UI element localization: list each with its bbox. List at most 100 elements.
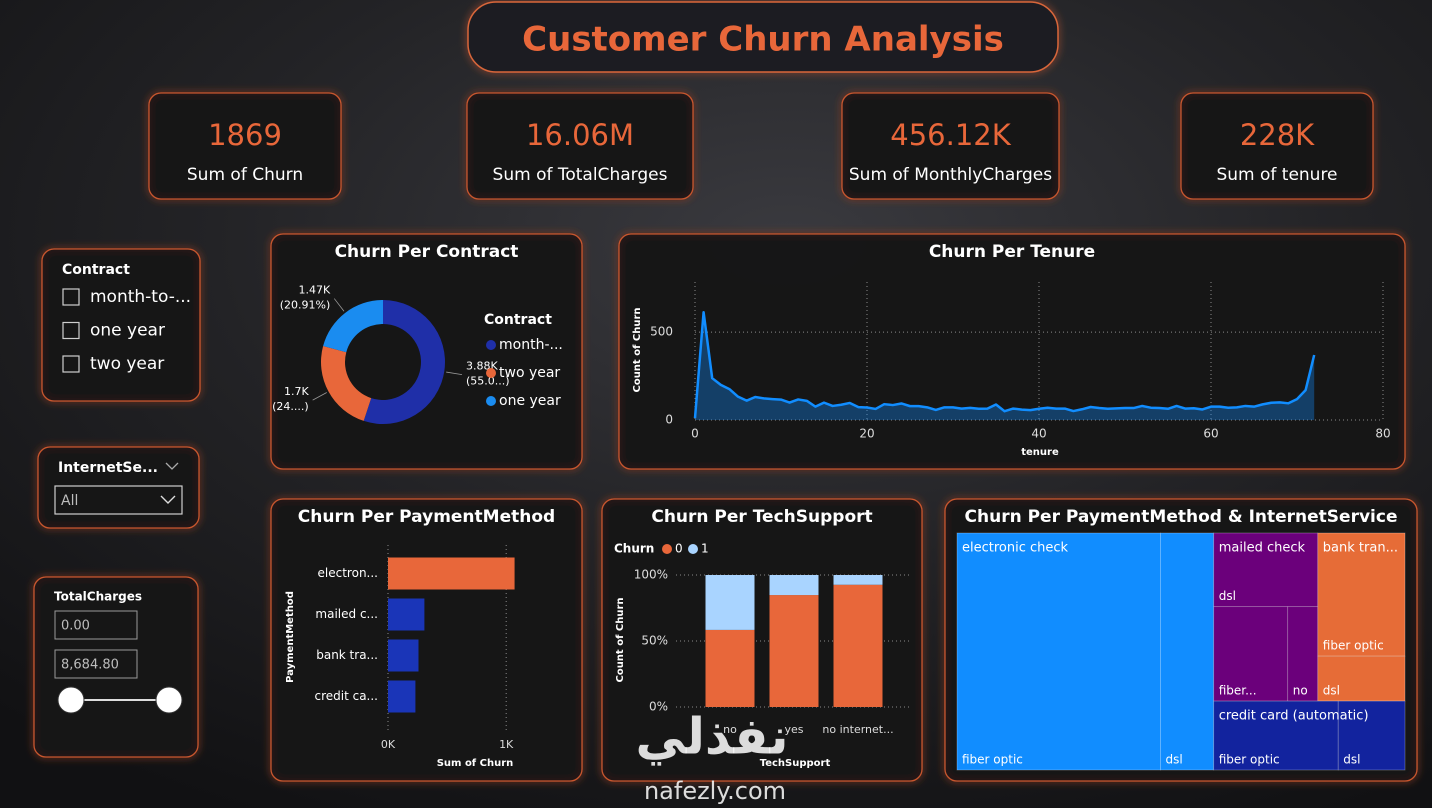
legend-title: Churn xyxy=(614,542,654,556)
x-tick-label: 1K xyxy=(499,738,514,751)
checkbox[interactable] xyxy=(62,321,80,340)
bar-segment xyxy=(833,584,883,707)
chart-panel xyxy=(270,498,583,782)
slicer-title: TotalCharges xyxy=(54,590,142,604)
kpi-card xyxy=(466,92,694,200)
chart-title: Churn Per PaymentMethod & InternetServic… xyxy=(965,507,1398,527)
treemap-cell xyxy=(1160,532,1215,771)
watermark: nafezly.com xyxy=(644,777,786,805)
treemap-cell-label: no xyxy=(1293,684,1308,698)
slicer-option: two year xyxy=(90,354,164,374)
checkbox[interactable] xyxy=(62,288,80,306)
treemap-cell-label: fiber... xyxy=(1219,684,1257,698)
y-tick-label: bank tra... xyxy=(316,648,378,662)
leader-line xyxy=(312,392,327,401)
treemap-cell-label: fiber optic xyxy=(1323,639,1384,653)
range-input[interactable] xyxy=(54,649,138,679)
dropdown-value: All xyxy=(61,493,78,509)
treemap-group-label: credit card (automatic) xyxy=(1219,709,1369,724)
donut-slice xyxy=(363,300,446,425)
legend-title: Contract xyxy=(484,312,552,328)
title-box xyxy=(467,1,1059,73)
x-tick-label: 0K xyxy=(381,738,396,751)
kpi-value: 1869 xyxy=(208,118,282,152)
treemap-cell xyxy=(1287,606,1319,702)
axis-title: Count of Churn xyxy=(615,597,626,682)
internet-slicer xyxy=(37,446,200,529)
x-tick-label: yes xyxy=(784,723,803,736)
y-tick-label: 0 xyxy=(665,413,673,427)
axis-title: Count of Churn xyxy=(632,307,643,392)
kpi-label: Sum of Churn xyxy=(187,165,303,185)
area xyxy=(695,312,1315,420)
x-tick-label: no xyxy=(723,723,737,736)
donut-slice xyxy=(323,300,383,353)
kpi-label: Sum of TotalCharges xyxy=(493,165,668,185)
line xyxy=(693,311,1316,419)
slicer-option: one year xyxy=(90,321,165,341)
treemap-cell-label: fiber optic xyxy=(962,753,1023,767)
leader-line xyxy=(333,298,345,312)
chevron xyxy=(160,495,176,504)
bar-segment xyxy=(705,629,755,707)
treemap-group-label: bank tran... xyxy=(1323,541,1398,556)
x-tick-label: 60 xyxy=(1203,427,1218,441)
slider-handle[interactable] xyxy=(57,686,85,714)
x-tick-label: 0 xyxy=(691,427,699,441)
treemap-cell xyxy=(1213,606,1289,702)
chart-panel xyxy=(601,498,923,782)
legend-label: two year xyxy=(499,365,560,381)
bar xyxy=(388,557,515,590)
bar-segment xyxy=(705,575,755,630)
treemap-cell-label: dsl xyxy=(1343,753,1360,767)
bar xyxy=(388,639,419,672)
dashboard-title: Customer Churn Analysis xyxy=(522,20,1004,60)
kpi-value: 456.12K xyxy=(890,118,1011,152)
treemap-cell xyxy=(1317,655,1406,702)
x-tick-label: no internet... xyxy=(822,723,893,736)
legend-label: 0 xyxy=(675,542,683,556)
slicer-option: month-to-... xyxy=(90,287,191,307)
axis-title: tenure xyxy=(1021,447,1059,458)
treemap-cell xyxy=(1213,700,1339,771)
kpi-label: Sum of tenure xyxy=(1216,165,1337,185)
treemap-group-label: mailed check xyxy=(1219,541,1306,556)
legend-marker xyxy=(486,368,496,378)
legend-label: 1 xyxy=(701,542,709,556)
chevron xyxy=(165,462,179,470)
treemap-cell-label: dsl xyxy=(1166,753,1183,767)
slicer-title: Contract xyxy=(62,262,130,278)
checkbox[interactable] xyxy=(62,355,80,373)
chart-title: Churn Per PaymentMethod xyxy=(298,507,555,527)
kpi-card xyxy=(841,92,1060,200)
range-input[interactable] xyxy=(54,610,138,640)
slider-handle[interactable] xyxy=(155,686,183,714)
data-label: 1.7K xyxy=(284,385,309,398)
watermark: نفذلي xyxy=(635,708,788,766)
legend-label: month-... xyxy=(499,337,563,353)
legend-marker xyxy=(662,544,672,554)
bar xyxy=(388,680,416,713)
contract-slicer xyxy=(41,248,201,402)
chart-title: Churn Per TechSupport xyxy=(651,507,872,527)
y-tick-label: 0% xyxy=(649,700,668,714)
kpi-card xyxy=(148,92,342,200)
treemap-cell xyxy=(1213,532,1319,608)
y-tick-label: credit ca... xyxy=(314,689,378,703)
treemap-cell-label: dsl xyxy=(1323,684,1340,698)
kpi-value: 228K xyxy=(1240,118,1315,152)
dropdown[interactable] xyxy=(54,485,183,515)
x-tick-label: 80 xyxy=(1375,427,1390,441)
kpi-label: Sum of MonthlyCharges xyxy=(849,165,1052,185)
axis-title: PaymentMethod xyxy=(285,591,296,683)
legend-marker xyxy=(486,340,496,350)
axis-title: Sum of Churn xyxy=(437,758,514,769)
bar-segment xyxy=(833,575,883,585)
y-tick-label: 500 xyxy=(650,325,673,339)
treemap-group-label: electronic check xyxy=(962,541,1069,556)
data-label: (55.0...) xyxy=(466,375,510,388)
bar-segment xyxy=(769,595,819,707)
axis-title: TechSupport xyxy=(760,758,831,769)
kpi-card xyxy=(1180,92,1374,200)
donut-slice xyxy=(321,346,372,421)
